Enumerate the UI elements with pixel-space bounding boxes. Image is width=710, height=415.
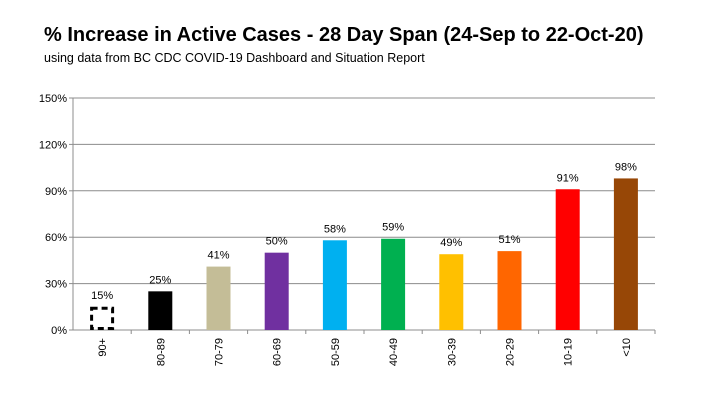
y-tick-label: 90% (45, 186, 67, 198)
x-tick-label: 90+ (97, 338, 109, 357)
data-label: 49% (440, 237, 462, 249)
x-tick-label: 70-79 (214, 338, 226, 366)
chart-subtitle: using data from BC CDC COVID-19 Dashboar… (44, 51, 425, 65)
bar-30-39 (439, 254, 464, 330)
x-tick-label: 30-39 (446, 338, 458, 366)
bar--10 (613, 178, 638, 330)
bar-40-49 (381, 238, 406, 330)
data-label: 15% (91, 290, 113, 302)
bar-50-59 (322, 240, 347, 330)
x-tick-label: 60-69 (272, 338, 284, 366)
x-tick-label: 40-49 (388, 338, 400, 366)
data-label: 59% (382, 222, 404, 234)
bar-90- (90, 306, 115, 330)
data-label: 58% (324, 223, 346, 235)
y-tick-label: 150% (39, 93, 67, 105)
data-label: 98% (615, 161, 637, 173)
bar-80-89 (148, 291, 173, 330)
y-tick-label: 120% (39, 139, 67, 151)
y-tick-label: 0% (51, 325, 67, 337)
y-tick-label: 60% (45, 232, 67, 244)
data-label: 50% (266, 236, 288, 248)
bar-70-79 (206, 266, 231, 330)
data-label: 51% (498, 234, 520, 246)
chart-title: % Increase in Active Cases - 28 Day Span… (44, 24, 644, 46)
bar-10-19 (555, 189, 580, 330)
x-tick-label: 10-19 (563, 338, 575, 366)
bar-60-69 (264, 252, 289, 330)
x-tick-label: <10 (621, 338, 633, 357)
data-label: 91% (557, 172, 579, 184)
y-tick-label: 30% (45, 279, 67, 291)
data-label: 41% (207, 250, 229, 262)
data-label: 25% (149, 274, 171, 286)
x-tick-label: 50-59 (330, 338, 342, 366)
bar-20-29 (497, 251, 522, 330)
x-tick-label: 80-89 (155, 338, 167, 366)
x-tick-label: 20-29 (505, 338, 517, 366)
